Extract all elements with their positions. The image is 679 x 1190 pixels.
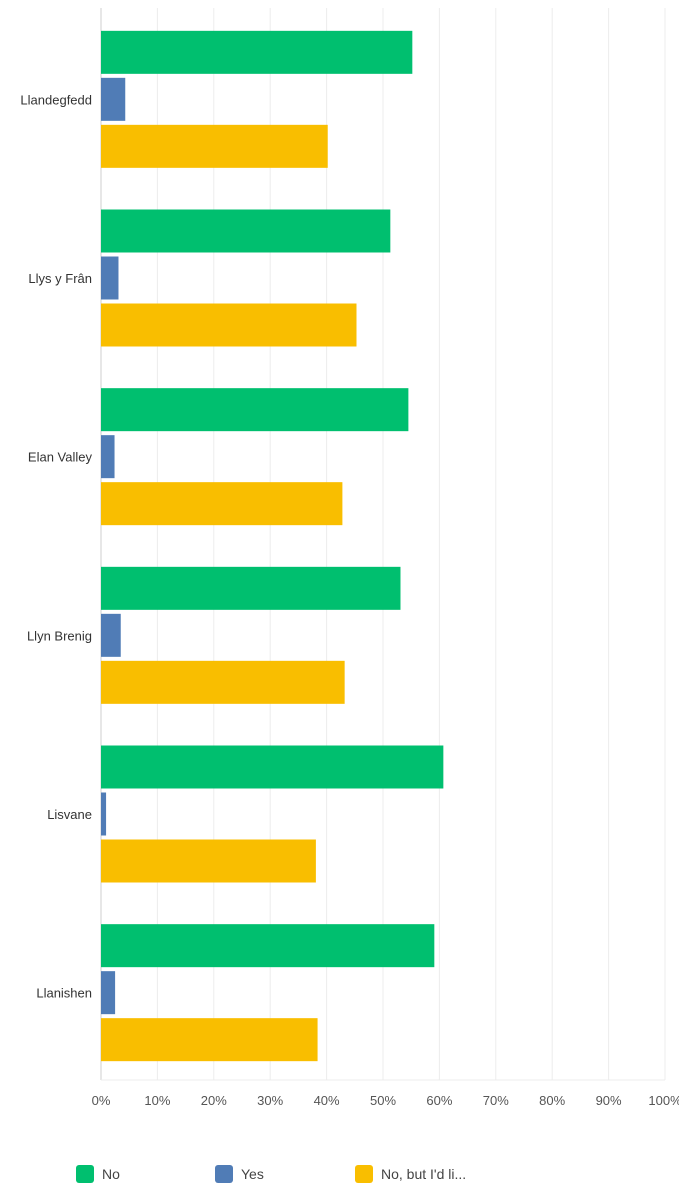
bar-chart: Llandegfedd Llys y Frân Elan Valley Llyn Br… (20, 8, 679, 1108)
bar-llandegfedd-no-but-i-d-li[interactable] (101, 124, 328, 168)
bar-llyn-brenig-no-but-i-d-li[interactable] (101, 660, 345, 704)
category-label-llanishen: Llanishen (36, 986, 92, 1001)
legend-label-yes: Yes (241, 1166, 264, 1182)
bar-llanishen-no-but-i-d-li[interactable] (101, 1018, 318, 1062)
x-tick-label-100pct: 100% (648, 1093, 679, 1108)
bar-llandegfedd-yes[interactable] (101, 77, 126, 121)
legend-swatch-yes (215, 1165, 233, 1183)
legend-swatch-no (76, 1165, 94, 1183)
bar-lisvane-no[interactable] (101, 745, 444, 789)
x-tick-label-30pct: 30% (257, 1093, 283, 1108)
x-tick-label-80pct: 80% (539, 1093, 565, 1108)
category-label-llandegfedd: Llandegfedd (20, 92, 92, 107)
bar-llys-y-fr-n-yes[interactable] (101, 256, 119, 300)
bar-llyn-brenig-no[interactable] (101, 566, 401, 610)
category-label-elan-valley: Elan Valley (28, 450, 93, 465)
legend-item-no-but[interactable]: No, but I'd li... (355, 1163, 466, 1185)
bar-lisvane-no-but-i-d-li[interactable] (101, 839, 316, 883)
category-label-llys-y-fr-n: Llys y Frân (28, 271, 92, 286)
x-tick-label-10pct: 10% (144, 1093, 170, 1108)
bar-elan-valley-yes[interactable] (101, 435, 115, 479)
legend-item-no[interactable]: No (76, 1163, 120, 1185)
bars (101, 30, 444, 1062)
bar-llyn-brenig-yes[interactable] (101, 613, 121, 657)
category-label-lisvane: Lisvane (47, 807, 92, 822)
x-tick-label-90pct: 90% (596, 1093, 622, 1108)
legend: No Yes No, but I'd li... (0, 1163, 679, 1189)
category-label-llyn-brenig: Llyn Brenig (27, 628, 92, 643)
legend-item-yes[interactable]: Yes (215, 1163, 264, 1185)
x-tick-label-70pct: 70% (483, 1093, 509, 1108)
x-tick-label-60pct: 60% (426, 1093, 452, 1108)
bar-elan-valley-no-but-i-d-li[interactable] (101, 482, 343, 526)
x-tick-label-20pct: 20% (201, 1093, 227, 1108)
x-tick-label-50pct: 50% (370, 1093, 396, 1108)
bar-llys-y-fr-n-no[interactable] (101, 209, 391, 253)
x-tick-labels: 0% 10% 20% 30% 40% 50% 60% 70% 80% 90% 100% (92, 1093, 679, 1108)
bar-elan-valley-no[interactable] (101, 388, 409, 432)
category-labels: Llandegfedd Llys y Frân Elan Valley Llyn Br… (20, 92, 92, 1000)
x-tick-label-0pct: 0% (92, 1093, 111, 1108)
bar-llanishen-no[interactable] (101, 924, 435, 968)
bar-llanishen-yes[interactable] (101, 971, 116, 1015)
bar-llys-y-fr-n-no-but-i-d-li[interactable] (101, 303, 357, 347)
legend-label-no-but: No, but I'd li... (381, 1166, 467, 1182)
legend-label-no: No (102, 1166, 120, 1182)
grid-lines (100, 8, 666, 1081)
bar-lisvane-yes[interactable] (101, 792, 107, 836)
x-tick-label-40pct: 40% (314, 1093, 340, 1108)
legend-swatch-no-but (355, 1165, 373, 1183)
bar-llandegfedd-no[interactable] (101, 30, 413, 74)
